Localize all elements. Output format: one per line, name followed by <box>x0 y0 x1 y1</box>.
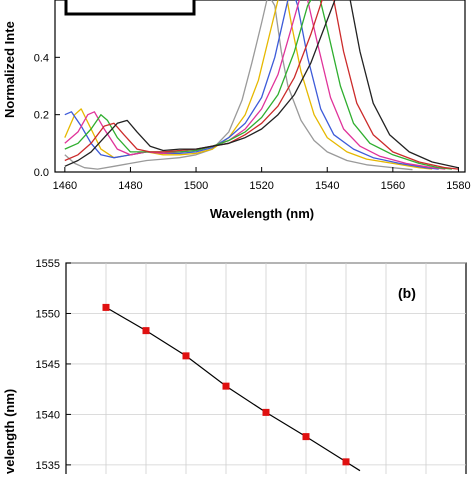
y-tick-label: 0.2 <box>34 110 49 122</box>
spectrum-series-4 <box>64 0 446 170</box>
y-tick-label: 1540 <box>36 409 60 421</box>
x-tick-label: 1580 <box>446 180 470 192</box>
data-point-marker <box>102 303 110 311</box>
x-tick-label: 1480 <box>118 180 142 192</box>
y-tick-label: 1545 <box>36 359 60 371</box>
data-point-marker <box>342 458 350 466</box>
x-tick-label: 1540 <box>315 180 339 192</box>
wavelength-panel: 1535 1540 1545 1550 1555 (b) velength (nm) <box>2 258 467 479</box>
spectrum-series-7 <box>64 0 459 169</box>
legend-box <box>64 0 196 16</box>
y-tick-label: 1550 <box>36 308 60 320</box>
spectrum-series-2 <box>64 0 433 170</box>
x-tick-label: 1560 <box>381 180 405 192</box>
wavelength-series <box>102 303 361 472</box>
x-tick-label: 1460 <box>53 180 77 192</box>
data-point-marker <box>302 433 310 441</box>
data-point-marker <box>262 408 270 416</box>
y-tick-label: 1555 <box>36 258 60 270</box>
spectrum-series-5 <box>64 0 452 170</box>
data-point-marker <box>142 327 150 335</box>
spectrum-panel: 1460 1480 1500 1520 1540 1560 1580 0.0 0.2 0.4 No… <box>2 0 471 221</box>
x-tick-label: 1500 <box>184 180 208 192</box>
panel-label-b: (b) <box>398 285 416 301</box>
data-point-marker <box>182 352 190 360</box>
spectrum-series-1 <box>64 0 413 171</box>
y-tick-label: 0.4 <box>34 52 49 64</box>
x-tick-label: 1520 <box>249 180 273 192</box>
wavelength-grid <box>66 262 466 478</box>
spectrum-x-axis-title: Wavelength (nm) <box>210 206 314 221</box>
wavelength-axis-ticks: 1535 1540 1545 1550 1555 <box>36 258 71 472</box>
spectrum-series-3 <box>64 0 439 170</box>
data-point-marker <box>222 382 230 390</box>
wavelength-y-axis-title: velength (nm) <box>2 389 17 474</box>
spectrum-axis-ticks: 1460 1480 1500 1520 1540 1560 1580 0.0 0.2 0.4 <box>34 52 471 192</box>
y-tick-label: 1535 <box>36 460 60 472</box>
spectrum-y-axis-title: Normalized Inte <box>2 21 17 118</box>
y-tick-label: 0.0 <box>34 167 49 179</box>
spectrum-series-group <box>64 0 459 171</box>
spectrum-series-6 <box>64 0 459 170</box>
